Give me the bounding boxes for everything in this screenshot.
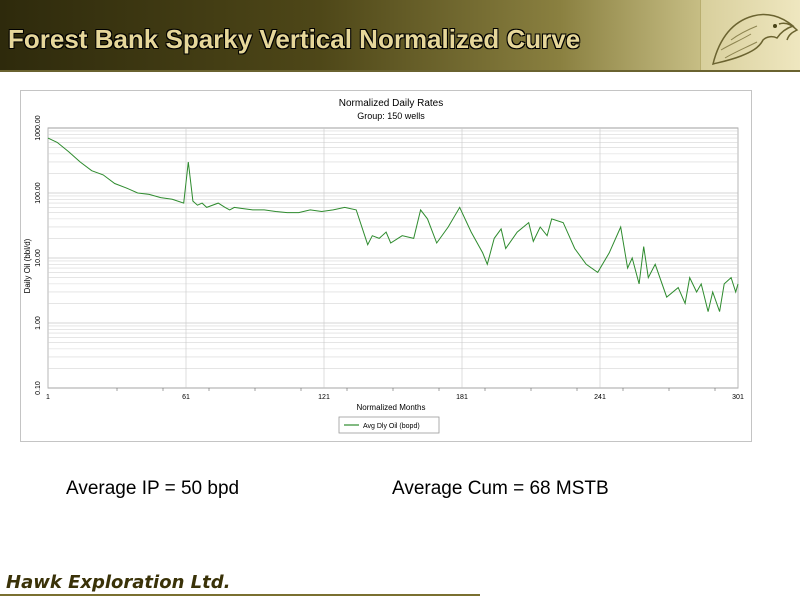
x-tick-label: 61 [182,394,190,401]
y-tick-label: 10.00 [35,249,42,267]
y-axis-label: Daily Oil (bbl/d) [23,238,32,293]
footer-divider [0,594,480,596]
x-tick-label: 181 [456,394,468,401]
legend-label: Avg Dly Oil (bopd) [363,423,420,430]
slide-title: Forest Bank Sparky Vertical Normalized C… [8,24,581,54]
company-name: Hawk Exploration Ltd. [6,572,231,593]
x-axis-label: Normalized Months [357,403,426,412]
y-tick-label: 1000.00 [35,115,42,140]
chart-grid [47,127,739,389]
y-tick-label: 0.10 [35,381,42,395]
eagle-head-icon [711,13,799,66]
chart-ticks: 1 61 121 181 241 301 0.10 1.00 10.00 100.00 1000.0… [35,115,744,401]
header-divider [0,70,800,72]
chart-legend: Avg Dly Oil (bopd) [338,416,440,434]
average-cum-text: Average Cum = 68 MSTB [392,478,609,499]
production-chart: Normalized Daily Rates Group: 150 wells … [23,98,744,434]
company-logo [700,0,800,70]
chart-subtitle: Group: 150 wells [357,111,425,121]
series-line-avg-dly-oil [47,137,739,312]
chart-frame: Normalized Daily Rates Group: 150 wells … [20,90,752,442]
average-ip-text: Average IP = 50 bpd [66,478,240,499]
x-tick-label: 121 [318,394,330,401]
slide-header [0,0,800,72]
y-tick-label: 1.00 [35,316,42,330]
x-tick-label: 1 [46,394,50,401]
y-tick-label: 100.00 [35,182,42,204]
chart-title: Normalized Daily Rates [339,98,443,109]
x-tick-label: 241 [594,394,606,401]
x-tick-label: 301 [732,394,744,401]
